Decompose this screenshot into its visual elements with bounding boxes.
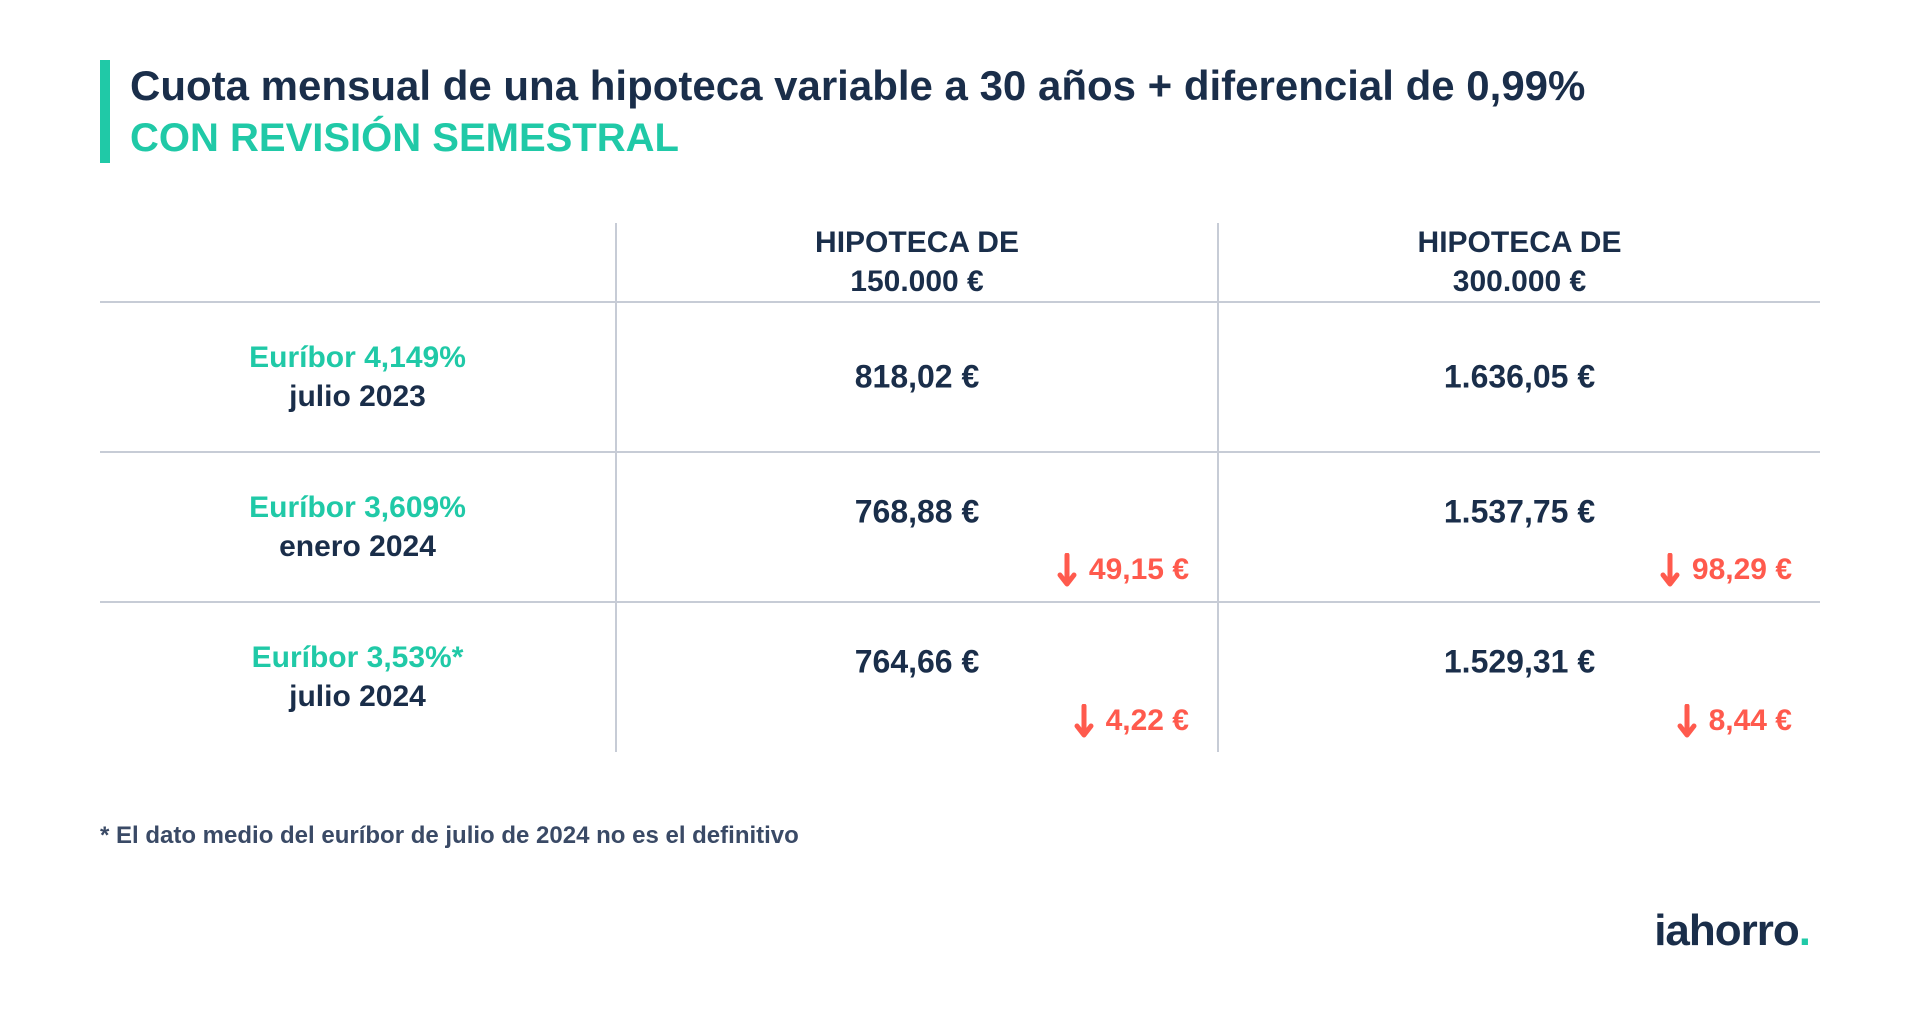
delta-amount: 98,29 € (1692, 553, 1792, 587)
delta-value: 4,22 € (1074, 704, 1189, 738)
delta-amount: 4,22 € (1106, 704, 1189, 738)
table-body: Euríbor 4,149%julio 2023 818,02 € 1.636,05… (100, 302, 1820, 752)
amount-value: 764,66 € (855, 644, 980, 681)
period-label: enero 2024 (100, 527, 615, 566)
table-row: Euríbor 3,53%*julio 2024 764,66 € 4,22 € 1.… (100, 602, 1820, 752)
title-line-2: CON REVISIÓN SEMESTRAL (130, 113, 1820, 163)
arrow-down-icon (1057, 553, 1077, 587)
column-header-line1: HIPOTECA DE (1418, 226, 1622, 259)
column-header-line1: HIPOTECA DE (815, 226, 1019, 259)
delta-amount: 49,15 € (1089, 553, 1189, 587)
amount-value: 1.529,31 € (1444, 644, 1595, 681)
arrow-down-icon (1074, 704, 1094, 738)
value-cell: 1.529,31 € 8,44 € (1218, 602, 1820, 752)
brand-dot: . (1799, 906, 1810, 955)
delta-value: 8,44 € (1677, 704, 1792, 738)
delta-value: 49,15 € (1057, 553, 1189, 587)
title-line-1: Cuota mensual de una hipoteca variable a… (130, 60, 1820, 113)
table-row: Euríbor 4,149%julio 2023 818,02 € 1.636,05… (100, 302, 1820, 452)
euribor-label: Euríbor 3,609% (100, 488, 615, 527)
column-header-line2: 300.000 € (1453, 265, 1586, 298)
row-label-cell: Euríbor 3,53%*julio 2024 (100, 602, 616, 752)
amount-value: 1.636,05 € (1444, 358, 1595, 395)
page-header: Cuota mensual de una hipoteca variable a… (100, 60, 1820, 163)
footnote: * El dato medio del euríbor de julio de … (100, 822, 1820, 850)
euribor-label: Euríbor 4,149% (100, 338, 615, 377)
table-row: Euríbor 3,609%enero 2024 768,88 € 49,15 € 1… (100, 452, 1820, 602)
table-header-row: HIPOTECA DE 150.000 € HIPOTECA DE 300.00… (100, 223, 1820, 302)
row-label-cell: Euríbor 3,609%enero 2024 (100, 452, 616, 602)
arrow-down-icon (1677, 704, 1697, 738)
mortgage-table: HIPOTECA DE 150.000 € HIPOTECA DE 300.00… (100, 223, 1820, 752)
column-header-line2: 150.000 € (850, 265, 983, 298)
header-empty-cell (100, 223, 616, 302)
value-cell: 1.636,05 € (1218, 302, 1820, 452)
row-label-cell: Euríbor 4,149%julio 2023 (100, 302, 616, 452)
value-cell: 1.537,75 € 98,29 € (1218, 452, 1820, 602)
arrow-down-icon (1660, 553, 1680, 587)
value-cell: 764,66 € 4,22 € (616, 602, 1218, 752)
column-header-150k: HIPOTECA DE 150.000 € (616, 223, 1218, 302)
value-cell: 818,02 € (616, 302, 1218, 452)
euribor-label: Euríbor 3,53%* (100, 638, 615, 677)
delta-amount: 8,44 € (1709, 704, 1792, 738)
amount-value: 768,88 € (855, 493, 980, 530)
period-label: julio 2024 (100, 677, 615, 716)
amount-value: 818,02 € (855, 358, 980, 395)
amount-value: 1.537,75 € (1444, 493, 1595, 530)
brand-logo: iahorro. (1654, 906, 1810, 956)
brand-name: iahorro (1654, 906, 1799, 955)
value-cell: 768,88 € 49,15 € (616, 452, 1218, 602)
column-header-300k: HIPOTECA DE 300.000 € (1218, 223, 1820, 302)
period-label: julio 2023 (100, 377, 615, 416)
delta-value: 98,29 € (1660, 553, 1792, 587)
